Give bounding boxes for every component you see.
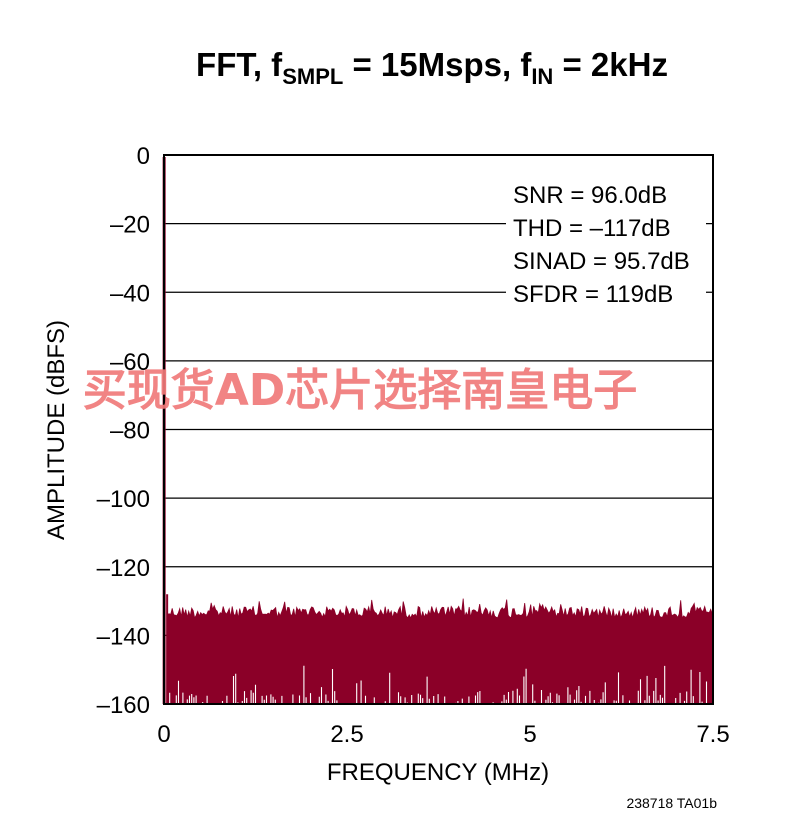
annotation-background — [506, 180, 706, 310]
x-tick-label: 2.5 — [330, 721, 363, 748]
y-tick-labels: 0 –20 –40 –60 –80 –100 –120 –140 –160 — [97, 143, 150, 719]
annotation-line: SINAD = 95.7dB — [513, 248, 690, 275]
y-tick-label: –80 — [110, 418, 150, 445]
x-tick-labels: 0 2.5 5 7.5 — [157, 721, 729, 748]
figure-code: 238718 TA01b — [626, 795, 717, 811]
title-main: FFT, f — [196, 46, 283, 83]
annotation-block: SNR = 96.0dB THD = –117dB SINAD = 95.7dB SF… — [513, 182, 690, 308]
y-tick-label: –100 — [97, 486, 150, 513]
annotation-line: SFDR = 119dB — [513, 281, 673, 308]
y-tick-label: –40 — [110, 280, 150, 307]
plot-frame — [163, 154, 714, 705]
y-tick-label: –20 — [110, 212, 150, 239]
x-tick-label: 7.5 — [696, 721, 729, 748]
watermark-text: 买现货AD芯片选择南皇电子 — [83, 365, 638, 416]
x-axis-label: FREQUENCY (MHz) — [327, 759, 549, 786]
annotation-line: THD = –117dB — [513, 215, 671, 242]
title-end: = 2kHz — [553, 46, 668, 83]
y-tick-label: 0 — [137, 143, 150, 170]
y-tick-label: –60 — [110, 349, 150, 376]
chart-title: FFT, fSMPL = 15Msps, fIN = 2kHz — [196, 46, 668, 89]
y-axis-label: AMPLITUDE (dBFS) — [43, 320, 70, 540]
annotation-line: SNR = 96.0dB — [513, 182, 667, 209]
title-mid: = 15Msps, f — [343, 46, 532, 83]
y-tick-label: –140 — [97, 623, 150, 650]
title-sub-smpl: SMPL — [282, 64, 343, 89]
y-tick-label: –160 — [97, 692, 150, 719]
title-sub-in: IN — [531, 64, 553, 89]
noise-floor — [167, 598, 714, 705]
x-tick-label: 0 — [157, 721, 170, 748]
y-tick-label: –120 — [97, 555, 150, 582]
x-tick-label: 5 — [523, 721, 536, 748]
